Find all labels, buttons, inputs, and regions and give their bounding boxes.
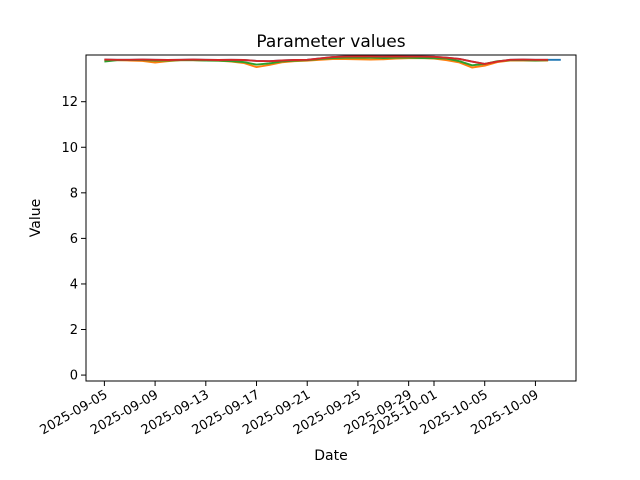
series-line-red: [104, 55, 549, 65]
plot-frame: [85, 54, 577, 382]
plot-border: [85, 54, 577, 382]
y-tick-label: 12: [61, 95, 78, 110]
chart-title: Parameter values: [256, 32, 405, 52]
y-tick-label: 8: [70, 186, 78, 201]
series-lines: [104, 55, 561, 69]
y-tick-label: 2: [70, 323, 78, 338]
y-tick-label: 0: [70, 369, 78, 384]
y-tick-label: 4: [70, 277, 78, 292]
y-tick-label: 10: [61, 141, 78, 156]
y-tick-label: 6: [70, 232, 78, 247]
axes-ticks: 0246810122025-09-052025-09-092025-09-132…: [37, 95, 541, 438]
y-axis-label: Value: [28, 199, 44, 237]
x-axis-label: Date: [314, 448, 347, 464]
